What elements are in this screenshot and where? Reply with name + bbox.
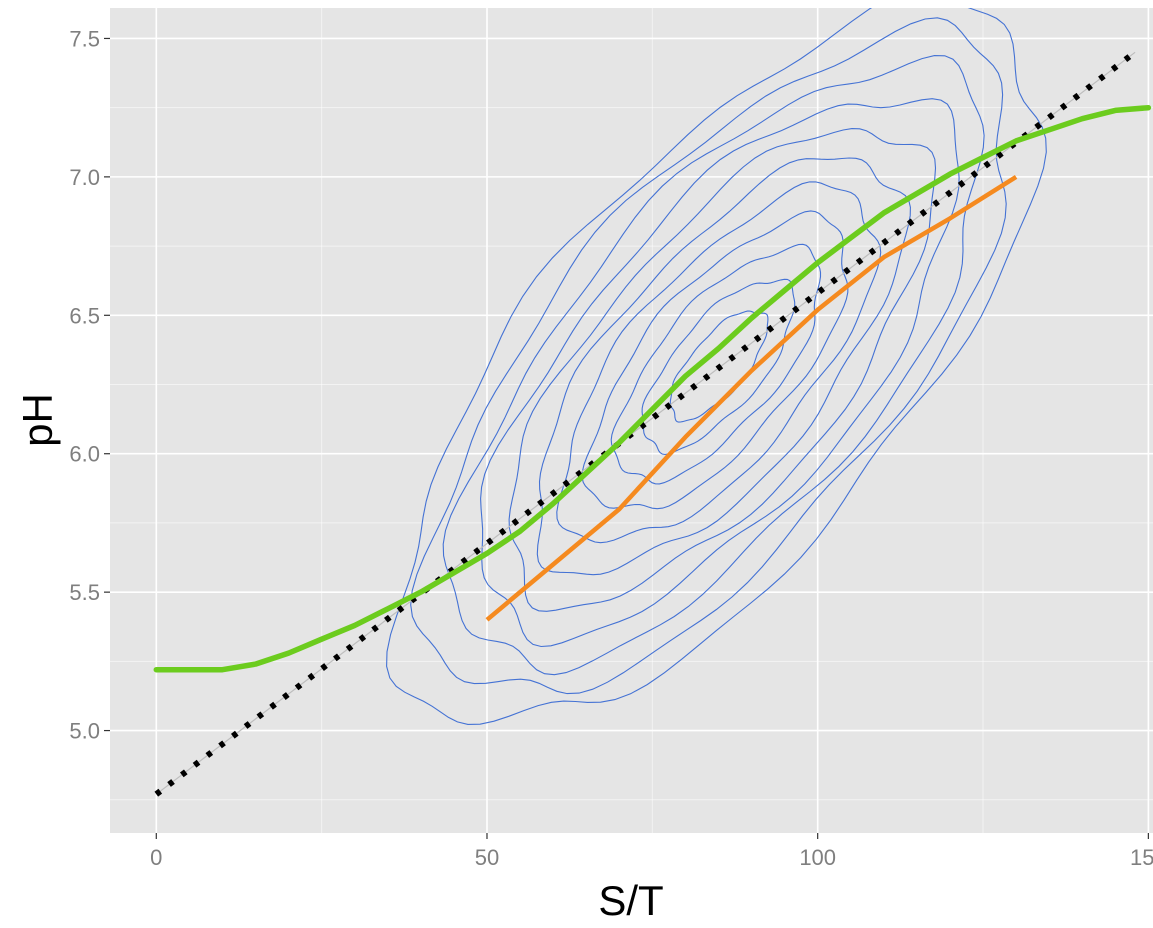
y-tick-label: 6.5: [69, 303, 100, 328]
density-contour: [669, 310, 769, 423]
x-tick-label: 100: [799, 845, 836, 870]
dotted-line-base: [155, 51, 1136, 795]
x-axis-title: S/T: [598, 877, 663, 923]
y-tick-label: 6.0: [69, 442, 100, 467]
x-tick-label: 150: [1130, 845, 1153, 870]
density-contour: [442, 55, 985, 676]
density-contour: [410, 17, 1007, 695]
orange-line: [485, 174, 1018, 622]
y-tick-label: 7.5: [69, 26, 100, 51]
x-axis-ticks: 0 50 100 150: [150, 833, 1153, 870]
density-contour: [508, 128, 937, 612]
x-tick-label: 0: [150, 845, 162, 870]
y-axis-ticks: 5.0 5.5 6.0 6.5 7.0 7.5: [69, 26, 110, 744]
density-contour: [556, 181, 882, 544]
series-lines: [153, 49, 1152, 797]
y-tick-label: 5.5: [69, 580, 100, 605]
density-contour: [610, 243, 822, 485]
panel-background: [110, 8, 1153, 833]
x-tick-label: 50: [475, 845, 499, 870]
y-tick-label: 5.0: [69, 719, 100, 744]
density-contour: [581, 210, 849, 510]
y-axis-title: pH: [14, 393, 61, 447]
density-contour: [641, 278, 796, 455]
density-contour: [480, 98, 960, 648]
green-smooth-line: [153, 104, 1152, 673]
density-contour: [386, 8, 1047, 725]
y-tick-label: 7.0: [69, 165, 100, 190]
grid-major: [110, 8, 1153, 833]
